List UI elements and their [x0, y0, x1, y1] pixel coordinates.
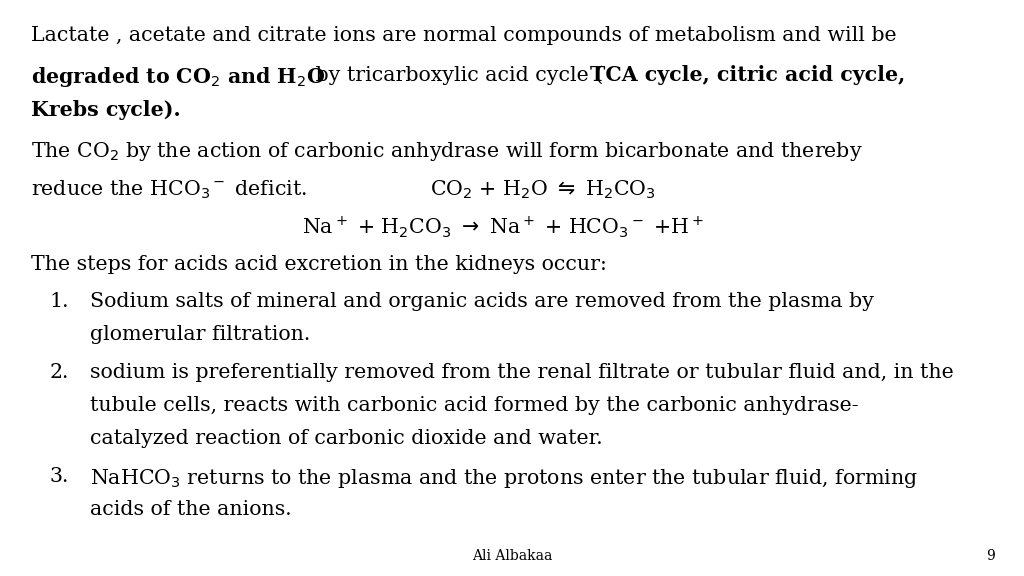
Text: The steps for acids acid excretion in the kidneys occur:: The steps for acids acid excretion in th… [31, 255, 606, 274]
Text: TCA cycle, citric acid cycle,: TCA cycle, citric acid cycle, [590, 65, 905, 85]
Text: 9: 9 [986, 550, 995, 563]
Text: 2.: 2. [49, 363, 69, 382]
Text: Ali Albakaa: Ali Albakaa [472, 550, 552, 563]
Text: acids of the anions.: acids of the anions. [90, 500, 292, 519]
Text: degraded to CO$_2$ and H$_2$O: degraded to CO$_2$ and H$_2$O [31, 65, 325, 89]
Text: 3.: 3. [49, 467, 69, 486]
Text: Lactate , acetate and citrate ions are normal compounds of metabolism and will b: Lactate , acetate and citrate ions are n… [31, 26, 896, 45]
Text: Sodium salts of mineral and organic acids are removed from the plasma by: Sodium salts of mineral and organic acid… [90, 292, 874, 311]
Text: by tricarboxylic acid cycle (: by tricarboxylic acid cycle ( [309, 65, 603, 85]
Text: CO$_2$ + H$_2$O $\leftrightharpoons$ H$_2$CO$_3$: CO$_2$ + H$_2$O $\leftrightharpoons$ H$_… [430, 179, 656, 201]
Text: Na$^+$ + H$_2$CO$_3$ $\rightarrow$ Na$^+$ + HCO$_3$$^-$ +H$^+$: Na$^+$ + H$_2$CO$_3$ $\rightarrow$ Na$^+… [302, 215, 703, 240]
Text: 1.: 1. [49, 292, 69, 311]
Text: sodium is preferentially removed from the renal filtrate or tubular fluid and, i: sodium is preferentially removed from th… [90, 363, 954, 382]
Text: glomerular filtration.: glomerular filtration. [90, 325, 310, 344]
Text: catalyzed reaction of carbonic dioxide and water.: catalyzed reaction of carbonic dioxide a… [90, 429, 603, 448]
Text: Krebs cycle).: Krebs cycle). [31, 100, 180, 120]
Text: The CO$_2$ by the action of carbonic anhydrase will form bicarbonate and thereby: The CO$_2$ by the action of carbonic anh… [31, 139, 862, 162]
Text: reduce the HCO$_3$$^-$ deficit.: reduce the HCO$_3$$^-$ deficit. [31, 179, 306, 201]
Text: NaHCO$_3$ returns to the plasma and the protons enter the tubular fluid, forming: NaHCO$_3$ returns to the plasma and the … [90, 467, 918, 490]
Text: tubule cells, reacts with carbonic acid formed by the carbonic anhydrase-: tubule cells, reacts with carbonic acid … [90, 396, 859, 415]
